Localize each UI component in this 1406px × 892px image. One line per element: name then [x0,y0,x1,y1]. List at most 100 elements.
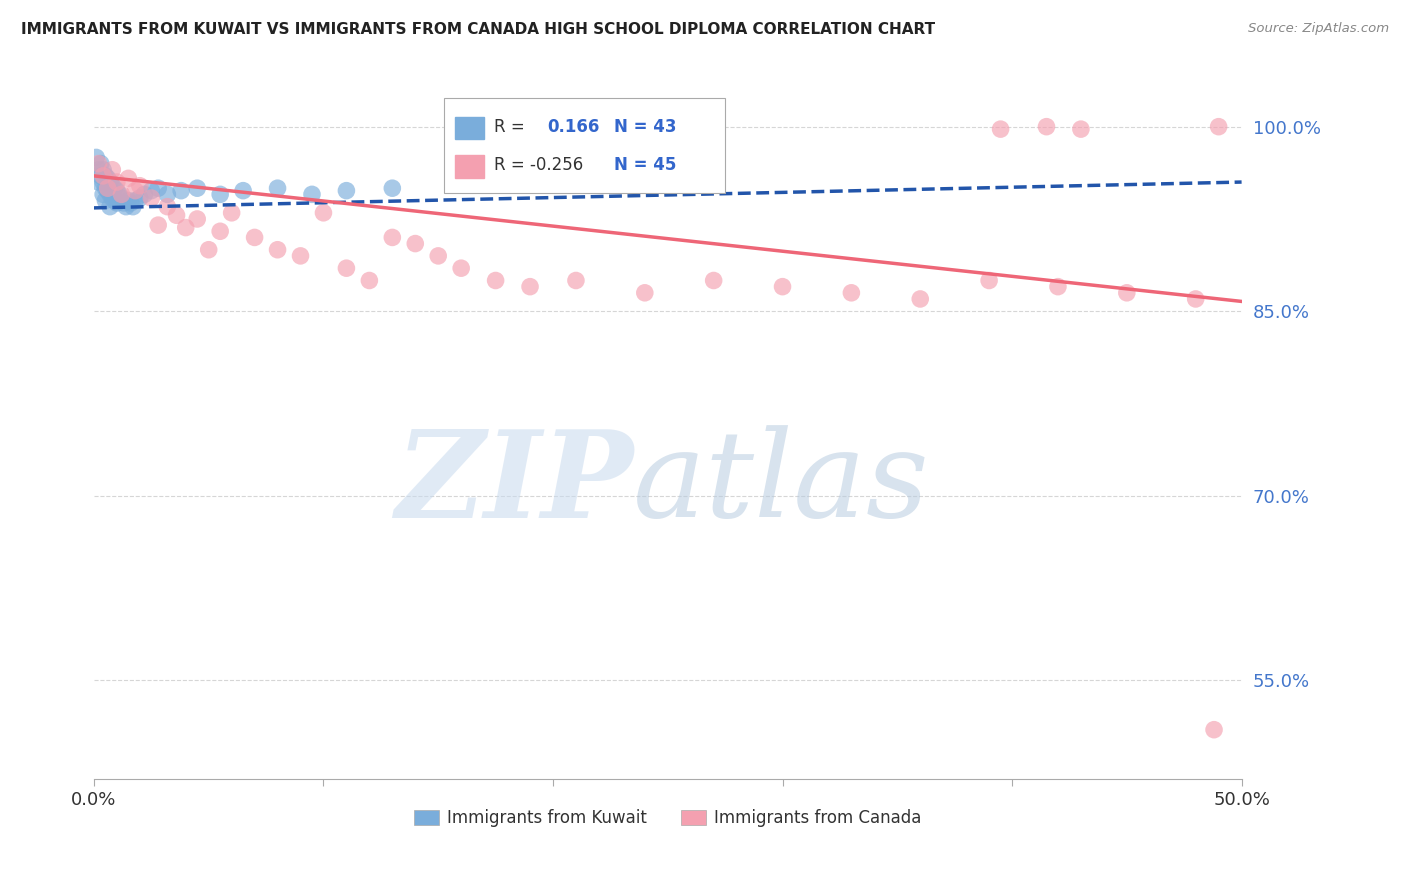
Point [98,200,121,214]
Text: 0.166: 0.166 [547,118,599,136]
Point [335,261,357,276]
Point [112,196,135,211]
Point [134,187,156,202]
Point [87,156,110,170]
Point [91,162,114,177]
Point [232,184,254,198]
Point [174,220,197,235]
Point [117,194,139,208]
Point [221,206,243,220]
Point [266,243,288,257]
Point [1184,292,1206,306]
Point [1035,120,1057,134]
Point [115,200,138,214]
Point [87,162,110,177]
Point [101,178,124,193]
Point [1208,120,1230,134]
Point [105,175,128,189]
Point [124,184,146,198]
Point [98,175,121,189]
Point [156,200,179,214]
Point [404,236,426,251]
Point [266,181,288,195]
Point [1070,122,1092,136]
Point [977,273,1000,287]
Point [101,162,124,177]
Legend: Immigrants from Kuwait, Immigrants from Canada: Immigrants from Kuwait, Immigrants from … [408,803,928,834]
Point [97,184,120,198]
Point [359,273,381,287]
Point [301,187,323,202]
Point [105,196,128,211]
Point [166,208,188,222]
Point [156,187,179,202]
Point [186,211,208,226]
Text: R =: R = [495,118,530,136]
Point [90,169,112,183]
Point [170,184,193,198]
Text: N = 43: N = 43 [614,118,676,136]
Text: ZIP: ZIP [395,425,633,543]
Point [148,218,170,232]
Point [148,181,170,195]
Point [91,175,114,189]
Point [290,249,312,263]
Point [98,187,121,202]
Point [990,122,1012,136]
Point [381,230,404,244]
Point [703,273,725,287]
FancyBboxPatch shape [456,117,484,139]
Point [772,279,794,293]
Point [209,224,232,238]
Point [128,191,150,205]
Point [128,178,150,193]
Text: IMMIGRANTS FROM KUWAIT VS IMMIGRANTS FROM CANADA HIGH SCHOOL DIPLOMA CORRELATION: IMMIGRANTS FROM KUWAIT VS IMMIGRANTS FRO… [21,22,935,37]
Point [209,187,232,202]
Point [105,184,128,198]
Point [108,187,131,202]
Point [120,196,142,211]
Point [84,150,107,164]
Point [335,184,357,198]
Point [91,169,114,183]
Point [243,230,266,244]
Point [1115,285,1137,300]
Point [124,194,146,208]
Text: Source: ZipAtlas.com: Source: ZipAtlas.com [1249,22,1389,36]
FancyBboxPatch shape [444,98,725,194]
Point [90,156,112,170]
FancyBboxPatch shape [456,155,484,178]
Point [197,243,219,257]
Point [910,292,932,306]
Point [122,200,145,214]
Text: R = -0.256: R = -0.256 [495,156,583,174]
Point [1046,279,1069,293]
Point [484,273,506,287]
Point [103,181,125,195]
Point [97,171,120,186]
Point [186,181,208,195]
Point [97,181,120,195]
Point [312,206,335,220]
Point [381,181,404,195]
Point [141,184,163,198]
Point [141,191,163,205]
Text: N = 45: N = 45 [614,156,676,174]
Text: atlas: atlas [633,425,931,543]
Point [427,249,450,263]
Point [117,171,139,186]
Point [94,169,117,183]
Point [87,175,110,189]
Point [841,285,863,300]
Point [1202,723,1225,737]
Point [94,181,117,195]
Point [519,279,541,293]
Point [634,285,657,300]
Point [565,273,588,287]
Point [110,187,132,202]
Point [101,191,124,205]
Point [94,194,117,208]
Point [450,261,472,276]
Point [103,194,125,208]
Point [110,191,132,205]
